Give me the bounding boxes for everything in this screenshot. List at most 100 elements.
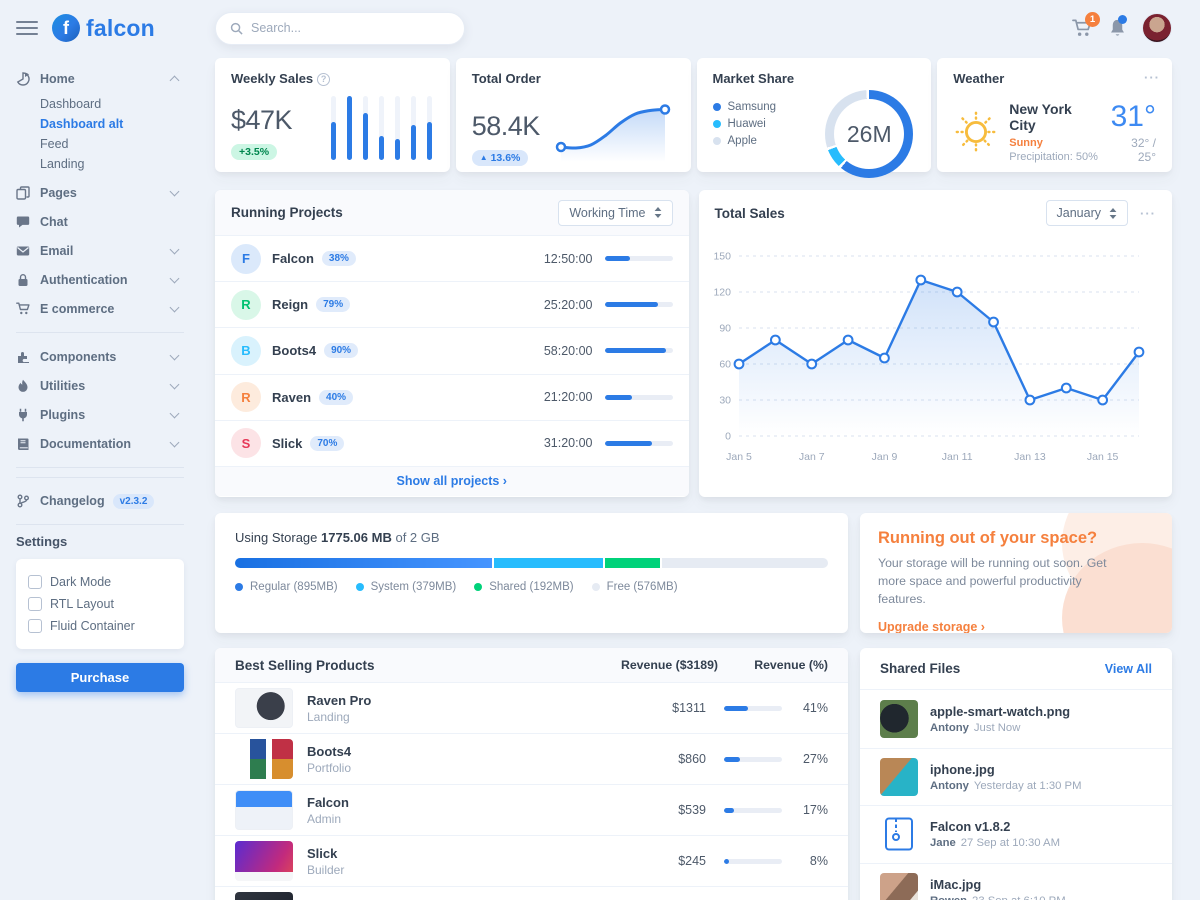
sidebar-item-chat[interactable]: Chat	[16, 207, 200, 236]
cart-button[interactable]: 1	[1072, 12, 1100, 38]
checkbox-icon[interactable]	[28, 575, 42, 589]
month-select[interactable]: January	[1045, 200, 1128, 226]
chevron-down-icon	[169, 186, 180, 196]
settings-heading: Settings	[16, 534, 68, 549]
project-row-reign[interactable]: R Reign 79% 25:20:00	[215, 282, 689, 329]
view-all-link[interactable]: View All	[1104, 661, 1152, 676]
home-submenu: Dashboard Dashboard alt Feed Landing	[16, 94, 200, 174]
toggle-rtl-layout[interactable]: RTL Layout	[28, 593, 172, 615]
product-name: Boots4	[307, 743, 352, 759]
file-row-iphone-jpg[interactable]: iphone.jpg Antony Yesterday at 1:30 PM	[860, 747, 1172, 806]
product-thumbnail	[235, 841, 293, 881]
sidebar-item-label: Documentation	[40, 436, 131, 451]
divider	[16, 467, 184, 468]
sidebar-subitem-feed[interactable]: Feed	[40, 137, 69, 151]
upgrade-storage-link[interactable]: Upgrade storage ›	[878, 620, 985, 633]
sidebar-item-home[interactable]: Home	[16, 64, 200, 93]
help-icon[interactable]: ?	[317, 72, 331, 86]
total-sales-menu-icon[interactable]: ···	[1140, 205, 1156, 221]
toggle-dark-mode[interactable]: Dark Mode	[28, 571, 172, 593]
product-category: Builder	[307, 862, 345, 877]
file-info: apple-smart-watch.png Antony Just Now	[930, 704, 1070, 734]
chevron-down-icon	[169, 244, 180, 254]
project-row-boots4[interactable]: B Boots4 90% 58:20:00	[215, 328, 689, 375]
weekly-sales-badge: +3.5%	[231, 144, 278, 160]
sidebar-item-label: Utilities	[40, 378, 86, 393]
sidebar-item-documentation[interactable]: Documentation	[16, 429, 200, 458]
market-share-card: Market Share Samsung Huawei Apple 26M	[696, 58, 932, 178]
sidebar-item-pages[interactable]: Pages	[16, 178, 200, 207]
project-row-falcon[interactable]: F Falcon 38% 12:50:00	[215, 236, 689, 283]
sidebar-item-authentication[interactable]: Authentication	[16, 265, 200, 294]
chevron-up-icon	[169, 75, 180, 85]
project-avatar: R	[231, 289, 261, 320]
divider	[16, 477, 184, 478]
product-category: Landing	[307, 709, 350, 724]
storage-row: Using Storage 1775.06 MB of 2 GB Regular…	[215, 513, 1172, 633]
product-row-slick[interactable]: Slick Builder $245 8%	[215, 836, 848, 887]
product-row-falcon[interactable]: Falcon Admin $539 17%	[215, 785, 848, 836]
weekly-sales-title: Weekly Sales?	[231, 71, 434, 86]
sidebar-subitem-dashboard[interactable]: Dashboard	[40, 97, 102, 111]
sidebar-item-label: Email	[40, 243, 74, 258]
checkbox-icon[interactable]	[28, 597, 42, 611]
shared-files-title: Shared Files	[880, 661, 961, 676]
toggle-fluid-container[interactable]: Fluid Container	[28, 615, 172, 637]
progress-fill	[724, 858, 729, 864]
show-all-projects-link[interactable]: Show all projects ›	[396, 474, 507, 489]
legend-label: Samsung	[727, 100, 777, 113]
bar-fill	[346, 96, 352, 160]
project-row-slick[interactable]: S Slick 70% 31:20:00	[215, 421, 689, 467]
weather-city: New York City	[1009, 101, 1072, 133]
sidebar-item-plugins[interactable]: Plugins	[16, 400, 200, 429]
storage-legend-item: Regular (895MB)	[235, 581, 338, 593]
file-time: 23 Sep at 6:10 PM	[972, 895, 1066, 900]
storage-segment-system	[494, 558, 604, 568]
version-badge: v2.3.2	[112, 493, 155, 509]
notifications-button[interactable]	[1108, 15, 1127, 38]
file-row-imac-jpg[interactable]: iMac.jpg Rowen 23 Sep at 6:10 PM	[860, 862, 1172, 900]
sidebar-item-components[interactable]: Components	[16, 342, 200, 371]
weather-menu-icon[interactable]: ···	[1144, 70, 1160, 85]
sidebar-item-email[interactable]: Email	[16, 236, 200, 265]
brand-logo[interactable]: f falcon	[52, 14, 155, 42]
chevron-down-icon	[169, 408, 180, 418]
project-progress-bar	[604, 440, 673, 446]
search-input[interactable]	[251, 21, 450, 35]
user-avatar[interactable]	[1142, 13, 1172, 43]
project-percent-badge: 90%	[324, 343, 359, 359]
project-row-raven[interactable]: R Raven 40% 21:20:00	[215, 375, 689, 421]
product-row-boots4[interactable]: Boots4 Portfolio $860 27%	[215, 734, 848, 785]
sidebar-item-label: E commerce	[40, 301, 115, 316]
sidebar-item-utilities[interactable]: Utilities	[16, 371, 200, 400]
file-row-falcon-v1-8-2[interactable]: Falcon v1.8.2 Jane 27 Sep at 10:30 AM	[860, 805, 1172, 863]
product-name: Slick	[307, 845, 338, 861]
svg-text:60: 60	[719, 359, 731, 371]
product-thumbnail	[235, 688, 293, 728]
fire-icon	[16, 378, 31, 393]
working-time-select[interactable]: Working Time	[558, 199, 673, 226]
product-info: Boots4 Portfolio	[307, 744, 351, 775]
hamburger-menu-icon[interactable]	[16, 17, 38, 39]
sidebar-item-changelog[interactable]: Changelog v2.3.2	[16, 487, 200, 515]
storage-legend-item: Shared (192MB)	[474, 581, 574, 593]
file-info: iphone.jpg Antony Yesterday at 1:30 PM	[930, 762, 1082, 792]
sidebar-subitem-dashboard-alt[interactable]: Dashboard alt	[40, 117, 124, 131]
sidebar-item-e-commerce[interactable]: E commerce	[16, 294, 200, 323]
file-time: 27 Sep at 10:30 AM	[960, 837, 1060, 850]
progress-fill	[604, 302, 659, 308]
search-box[interactable]	[215, 11, 465, 45]
storage-title: Using Storage 1775.06 MB of 2 GB	[235, 530, 440, 545]
checkbox-icon[interactable]	[28, 619, 42, 633]
purchase-button[interactable]: Purchase	[16, 663, 184, 692]
product-metrics: $245 8%	[646, 854, 828, 868]
svg-text:Jan 13: Jan 13	[1014, 451, 1046, 463]
copy-icon	[16, 185, 31, 200]
total-sales-line-chart: 0 30 60 90 120 150 Jan 5 Jan 7 Jan 9 Jan 11 Jan 13…	[713, 251, 1144, 463]
sidebar-subitem-landing[interactable]: Landing	[40, 157, 85, 171]
product-row-raven-pro[interactable]: Raven Pro Landing $1311 41%	[215, 683, 848, 734]
legend-label: Regular (895MB)	[250, 581, 338, 593]
file-row-apple-smart-watch-png[interactable]: apple-smart-watch.png Antony Just Now	[860, 690, 1172, 748]
product-row[interactable]	[215, 887, 848, 900]
running-projects-title: Running Projects	[231, 205, 343, 220]
